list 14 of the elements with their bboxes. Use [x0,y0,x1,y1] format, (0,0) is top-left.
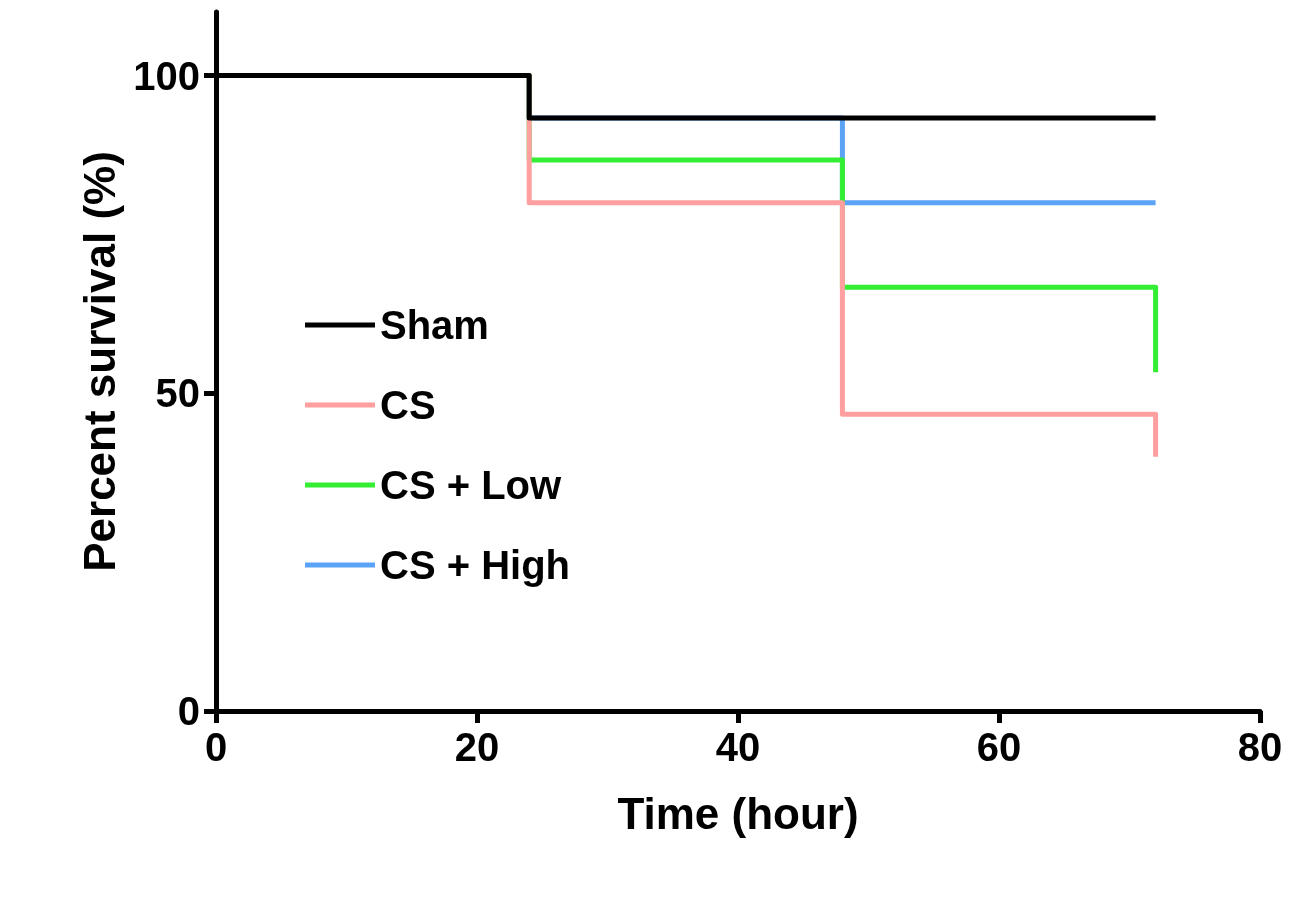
x-tick-label: 20 [454,725,500,769]
y-tick-label: 50 [155,371,200,416]
x-tick-label: 40 [715,725,761,769]
y-axis-title: Percent survival (%) [74,151,124,572]
legend-label: CS [380,383,436,427]
y-tick-label: 100 [133,53,200,98]
x-axis-title: Time (hour) [617,788,859,838]
y-tick-label: 0 [177,689,200,733]
legend-label: Sham [380,303,489,347]
x-tick-label: 80 [1237,725,1283,769]
legend-label: CS + High [380,543,571,587]
x-tick-label: 60 [976,725,1022,769]
x-tick-label: 0 [204,725,228,769]
legend-label: CS + Low [380,463,563,507]
